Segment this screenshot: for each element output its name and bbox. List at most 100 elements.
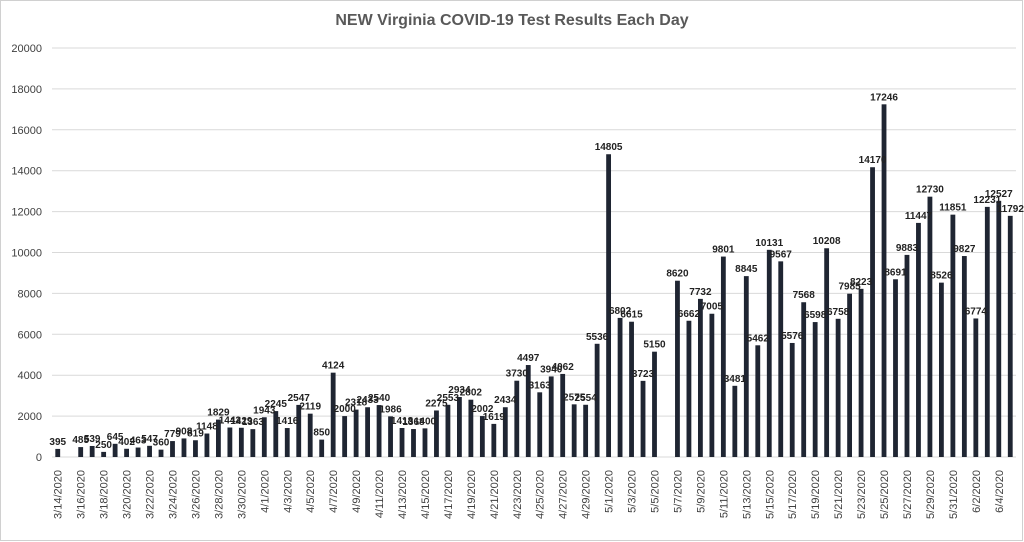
x-tick-label: 3/24/2020 bbox=[168, 470, 180, 519]
x-tick-label: 4/3/2020 bbox=[282, 470, 294, 513]
data-label: 2575 bbox=[563, 392, 586, 403]
bar bbox=[766, 249, 772, 457]
data-label: 10131 bbox=[755, 238, 783, 249]
y-tick-label: 18000 bbox=[11, 84, 42, 96]
x-tick-label: 4/21/2020 bbox=[489, 470, 501, 519]
y-tick-label: 0 bbox=[36, 452, 42, 464]
data-label: 402 bbox=[118, 437, 135, 448]
bar bbox=[215, 419, 221, 457]
x-axis-ticks: 3/14/2020 3/16/2020 3/18/2020 3/20/2020 3/22… bbox=[53, 470, 1006, 519]
x-tick-label: 5/27/2020 bbox=[902, 470, 914, 519]
data-label: 6758 bbox=[827, 307, 850, 318]
bar bbox=[388, 416, 393, 457]
data-label: 3940 bbox=[540, 364, 563, 375]
x-tick-label: 4/19/2020 bbox=[466, 470, 478, 519]
bar bbox=[789, 342, 795, 457]
bar bbox=[847, 293, 853, 457]
x-tick-label: 4/13/2020 bbox=[397, 470, 409, 519]
data-label: 2275 bbox=[425, 398, 448, 409]
data-label: 4124 bbox=[322, 361, 345, 372]
data-label: 3163 bbox=[529, 380, 552, 391]
bar bbox=[950, 214, 956, 457]
x-tick-label: 4/9/2020 bbox=[351, 470, 363, 513]
data-label: 9827 bbox=[953, 244, 976, 255]
data-label: 1619 bbox=[483, 412, 506, 423]
bar bbox=[537, 392, 543, 457]
x-tick-label: 3/14/2020 bbox=[53, 470, 65, 519]
bar bbox=[204, 433, 210, 457]
data-label: 9801 bbox=[712, 245, 735, 256]
bar bbox=[193, 440, 198, 457]
bar bbox=[434, 410, 439, 457]
bar bbox=[135, 447, 141, 457]
data-label: 6774 bbox=[965, 306, 988, 317]
bar bbox=[1007, 215, 1013, 457]
x-tick-label: 3/22/2020 bbox=[145, 470, 157, 519]
x-tick-label: 5/13/2020 bbox=[741, 470, 753, 519]
bar bbox=[927, 196, 933, 457]
chart-title: NEW Virginia COVID-19 Test Results Each … bbox=[335, 12, 689, 29]
bar bbox=[445, 404, 451, 457]
data-label: 2540 bbox=[368, 393, 391, 404]
bar bbox=[606, 154, 612, 458]
bar bbox=[870, 167, 875, 457]
data-label: 7732 bbox=[689, 287, 712, 298]
data-label: 2934 bbox=[448, 385, 471, 396]
bar bbox=[973, 318, 979, 457]
x-tick-label: 4/17/2020 bbox=[443, 470, 455, 519]
data-label: 1416 bbox=[276, 416, 299, 427]
bar bbox=[101, 451, 107, 457]
data-label: 7985 bbox=[838, 282, 861, 293]
x-tick-label: 3/16/2020 bbox=[76, 470, 88, 519]
x-tick-label: 3/30/2020 bbox=[236, 470, 248, 519]
bar bbox=[835, 318, 841, 457]
bar bbox=[250, 429, 256, 457]
data-label: 779 bbox=[164, 429, 181, 440]
bar bbox=[697, 298, 703, 457]
bar bbox=[938, 282, 944, 457]
bar bbox=[456, 396, 462, 457]
x-tick-label: 4/15/2020 bbox=[420, 470, 432, 519]
x-tick-label: 4/7/2020 bbox=[328, 470, 340, 513]
data-label: 2000 bbox=[334, 404, 357, 415]
bar bbox=[525, 365, 531, 457]
data-label: 5462 bbox=[747, 333, 770, 344]
bar bbox=[468, 399, 474, 457]
bar bbox=[147, 445, 152, 457]
data-label: 463 bbox=[130, 436, 147, 447]
data-label: 10208 bbox=[813, 236, 841, 247]
data-label: 819 bbox=[187, 428, 204, 439]
gridlines bbox=[52, 47, 1016, 458]
x-tick-label: 6/2/2020 bbox=[971, 470, 983, 513]
data-label: 5536 bbox=[586, 332, 609, 343]
data-label: 6662 bbox=[678, 309, 701, 320]
x-tick-label: 3/20/2020 bbox=[122, 470, 134, 519]
data-label: 8845 bbox=[735, 264, 758, 275]
bar bbox=[158, 449, 164, 457]
x-tick-label: 4/11/2020 bbox=[374, 470, 386, 518]
bar bbox=[548, 376, 554, 457]
data-label: 6802 bbox=[609, 306, 632, 317]
x-tick-label: 4/23/2020 bbox=[512, 470, 524, 519]
bar bbox=[824, 248, 830, 457]
bar bbox=[996, 200, 1002, 457]
y-tick-label: 4000 bbox=[18, 370, 42, 382]
bar bbox=[560, 373, 566, 457]
data-label: 7568 bbox=[793, 290, 816, 301]
bar bbox=[399, 428, 405, 457]
bar bbox=[583, 404, 589, 457]
data-label: 2318 bbox=[345, 398, 368, 409]
data-label: 1148 bbox=[196, 422, 218, 433]
bar bbox=[411, 429, 416, 457]
data-label: 6615 bbox=[620, 310, 643, 321]
data-label: 12527 bbox=[985, 189, 1013, 200]
x-tick-label: 5/31/2020 bbox=[948, 470, 960, 519]
bar bbox=[640, 380, 646, 457]
bar bbox=[858, 288, 864, 457]
bar bbox=[617, 317, 623, 457]
data-label: 250 bbox=[95, 440, 112, 451]
data-label: 8526 bbox=[930, 271, 953, 282]
data-label: 8223 bbox=[850, 277, 873, 288]
bar bbox=[812, 322, 818, 457]
data-label: 4062 bbox=[552, 362, 575, 373]
